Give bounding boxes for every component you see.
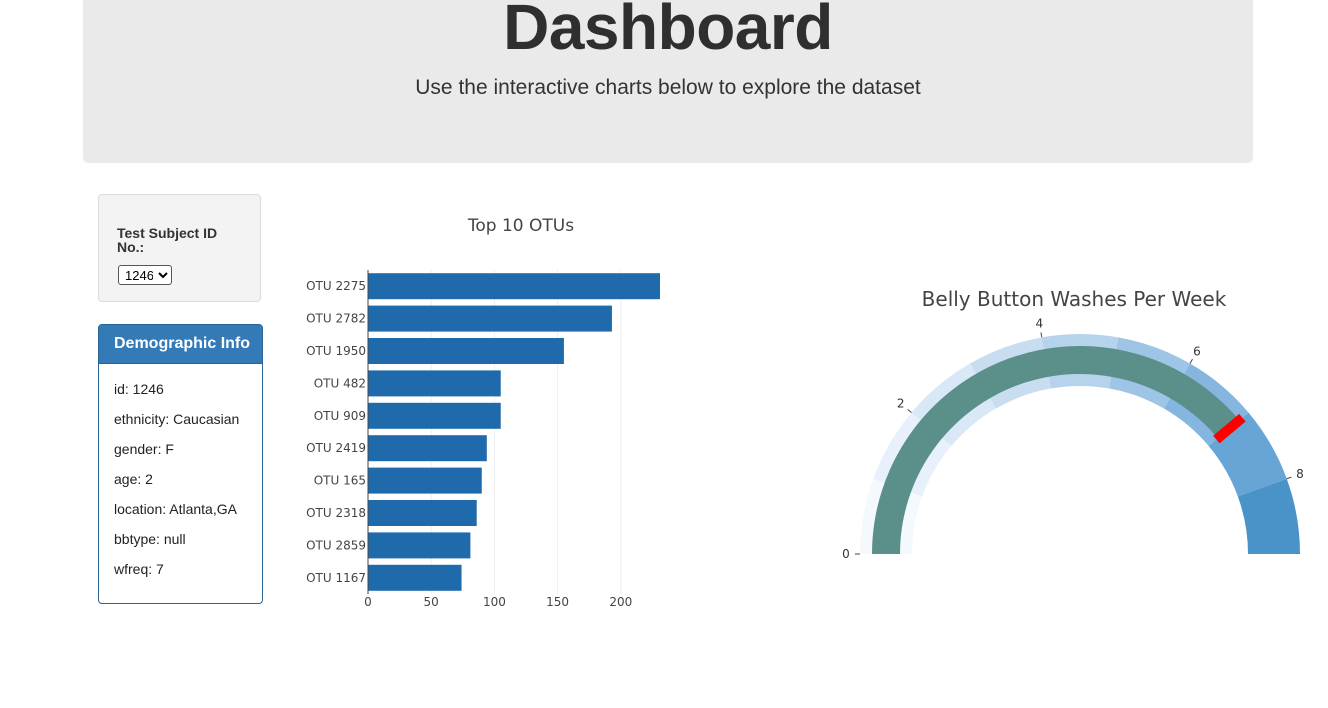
gauge-tick: [1189, 358, 1193, 364]
demographic-row: age: 2: [114, 471, 153, 487]
bar: [368, 402, 501, 429]
gauge-tick-label: 8: [1296, 467, 1304, 481]
gauge-tick: [907, 408, 912, 413]
y-tick-label: OTU 2859: [306, 538, 366, 552]
y-tick-label: OTU 165: [314, 474, 366, 488]
gauge-title: Belly Button Washes Per Week: [922, 287, 1227, 311]
bar: [368, 305, 612, 332]
y-tick-label: OTU 2318: [306, 506, 366, 520]
demographic-row: location: Atlanta,GA: [114, 501, 237, 517]
demographic-info-panel: Demographic Info id: 1246 ethnicity: Cau…: [98, 324, 263, 604]
page-title: Dashboard: [503, 0, 833, 63]
subject-id-select[interactable]: 1246: [118, 265, 172, 285]
gauge-tick: [1040, 332, 1043, 338]
gauge-band: [1237, 478, 1300, 554]
gauge-tick: [1286, 476, 1292, 480]
gauge-value-bar: [872, 345, 1240, 554]
demographic-row: ethnicity: Caucasian: [114, 411, 240, 427]
demographic-info-body: id: 1246 ethnicity: Caucasian gender: F …: [99, 364, 262, 584]
demographic-info-title: Demographic Info: [99, 325, 262, 364]
y-tick-label: OTU 2419: [306, 441, 366, 455]
wash-frequency-gauge[interactable]: Belly Button Washes Per Week 0 2 4 6 8: [830, 270, 1320, 570]
y-tick-label: OTU 909: [314, 409, 366, 423]
header-jumbotron: Dashboard Use the interactive charts bel…: [83, 0, 1253, 163]
demographic-row: bbtype: null: [114, 531, 186, 547]
bar: [368, 435, 487, 462]
x-tick-label: 50: [424, 595, 439, 609]
bar: [368, 532, 471, 559]
gauge-tick-label: 6: [1193, 344, 1201, 358]
y-tick-label: OTU 1950: [306, 344, 366, 358]
top-otus-bar-chart[interactable]: Top 10 OTUs 0 50 100 150 200 OTU 2275 OTU 2782 O…: [290, 200, 690, 620]
subject-selector-label: Test Subject ID No.:: [117, 225, 218, 255]
bar: [368, 273, 660, 300]
y-tick-label: OTU 1167: [306, 571, 366, 585]
bar: [368, 370, 501, 397]
y-tick-label: OTU 482: [314, 376, 366, 390]
page-subtitle: Use the interactive charts below to expl…: [415, 76, 921, 99]
x-tick-label: 0: [364, 595, 372, 609]
gauge-tick-label: 0: [842, 547, 850, 561]
gauge-tick-label: 2: [897, 397, 905, 411]
x-tick-label: 150: [546, 595, 569, 609]
bar: [368, 338, 564, 364]
demographic-row: wfreq: 7: [114, 561, 164, 577]
bar: [368, 467, 482, 494]
demographic-row: gender: F: [114, 441, 174, 457]
gauge-tick-label: 4: [1036, 317, 1044, 331]
demographic-row: id: 1246: [114, 381, 164, 397]
y-tick-label: OTU 2782: [306, 312, 366, 326]
chart-title: Top 10 OTUs: [467, 216, 574, 236]
bar: [368, 500, 477, 526]
x-tick-label: 100: [483, 595, 506, 609]
y-tick-label: OTU 2275: [306, 279, 366, 293]
bar: [368, 564, 462, 591]
subject-selector-panel: Test Subject ID No.: 1246: [98, 194, 261, 302]
gauge-needle: [1213, 413, 1246, 444]
x-tick-label: 200: [609, 595, 632, 609]
